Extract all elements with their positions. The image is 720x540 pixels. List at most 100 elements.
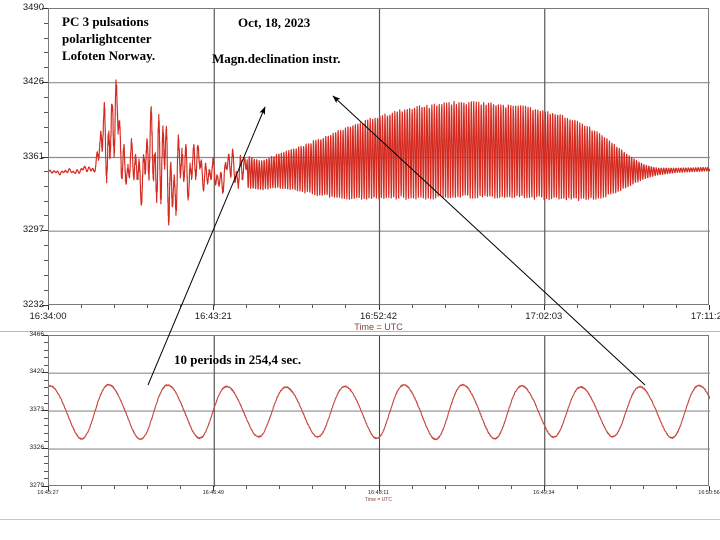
y-minor-tick <box>44 425 48 427</box>
x-minor-tick <box>477 486 479 489</box>
x-minor-tick <box>114 305 116 308</box>
x-major-tick <box>213 305 215 310</box>
x-minor-tick <box>180 486 182 489</box>
y-minor-tick <box>44 275 48 277</box>
annotation-instrument: Magn.declination instr. <box>212 51 341 66</box>
y-minor-tick <box>44 417 48 419</box>
annotation-station-line-1: PC 3 pulsations <box>62 14 149 29</box>
y-minor-tick <box>44 171 48 173</box>
x-minor-tick <box>675 305 677 308</box>
y-major-tick <box>42 8 48 9</box>
x-minor-tick <box>312 486 314 489</box>
x-major-tick <box>378 305 380 310</box>
y-tick-label: 3466 <box>29 331 44 338</box>
x-minor-tick <box>246 486 248 489</box>
y-minor-tick <box>44 141 48 143</box>
y-minor-tick <box>44 387 48 389</box>
x-major-tick <box>378 486 380 491</box>
y-minor-tick <box>44 357 48 359</box>
y-minor-tick <box>44 364 48 366</box>
x-minor-tick <box>411 486 413 489</box>
y-minor-tick <box>44 260 48 262</box>
y-major-tick <box>42 335 48 336</box>
y-minor-tick <box>44 22 48 24</box>
y-minor-tick <box>44 478 48 480</box>
y-minor-tick <box>44 37 48 39</box>
y-minor-tick <box>44 52 48 54</box>
bottom-trace <box>48 383 711 441</box>
x-minor-tick <box>147 486 149 489</box>
y-minor-tick <box>44 402 48 404</box>
y-tick-label: 3426 <box>22 75 44 87</box>
y-minor-tick <box>44 440 48 442</box>
x-minor-tick <box>114 486 116 489</box>
y-minor-tick <box>44 200 48 202</box>
y-major-tick <box>42 81 48 83</box>
x-minor-tick <box>510 486 512 489</box>
annotation-station-title: PC 3 pulsations polarlightcenter Lofoten N… <box>62 13 155 64</box>
x-minor-tick <box>345 305 347 308</box>
y-tick-label: 3232 <box>22 299 44 310</box>
x-minor-tick <box>576 486 578 489</box>
y-minor-tick <box>44 342 48 344</box>
x-minor-tick <box>642 305 644 308</box>
x-minor-tick <box>279 305 281 308</box>
x-tick-label: 16:52:42 <box>360 311 397 322</box>
annotation-station-line-2: polarlightcenter <box>62 31 152 47</box>
x-minor-tick <box>147 305 149 308</box>
y-major-tick <box>42 305 48 306</box>
x-minor-tick <box>411 305 413 308</box>
x-major-tick <box>213 486 215 491</box>
y-major-tick <box>42 486 48 487</box>
y-minor-tick <box>44 470 48 472</box>
y-minor-tick <box>44 215 48 217</box>
annotation-date: Oct, 18, 2023 <box>238 15 311 30</box>
x-minor-tick <box>279 486 281 489</box>
y-tick-label: 3420 <box>29 368 44 376</box>
x-axis-caption: Time = UTC <box>354 322 403 332</box>
top-chart-panel: 3490 3426 3361 3297 3232 16:34:00 16:43:21 16:… <box>0 0 720 332</box>
y-major-tick <box>42 448 48 449</box>
x-axis-caption: Time = UTC <box>365 497 392 503</box>
x-minor-tick <box>180 305 182 308</box>
y-major-tick <box>42 410 48 412</box>
bottom-plot-frame <box>48 335 711 487</box>
y-minor-tick <box>44 290 48 291</box>
x-minor-tick <box>576 305 578 308</box>
y-major-tick <box>42 156 48 158</box>
x-tick-label: 16:46:49 <box>202 490 225 496</box>
x-minor-tick <box>510 305 512 308</box>
y-tick-label: 3361 <box>22 150 44 162</box>
x-tick-label: 16:50:56 <box>698 490 720 496</box>
y-minor-tick <box>44 455 48 457</box>
x-minor-tick <box>609 305 611 308</box>
x-tick-label: 16:45:27 <box>37 490 59 496</box>
bottom-plot-svg <box>48 336 711 487</box>
x-major-tick <box>48 486 49 491</box>
y-minor-tick <box>44 96 48 98</box>
x-tick-label: 17:11:24 <box>690 311 720 322</box>
y-tick-label: 3279 <box>29 482 44 489</box>
x-tick-label: 16:43:21 <box>194 311 232 322</box>
y-minor-tick <box>44 186 48 187</box>
x-tick-label: 16:34:00 <box>29 311 67 322</box>
bottom-chart-panel: 3466 3420 3373 3326 3279 16:45:27 16:46:49 16:… <box>0 331 720 520</box>
y-minor-tick <box>44 463 48 465</box>
y-minor-tick <box>44 126 48 128</box>
y-tick-label: 3326 <box>29 444 44 452</box>
bottom-grid-and-trace <box>48 336 711 487</box>
y-minor-tick <box>44 432 48 434</box>
y-minor-tick <box>44 379 48 381</box>
x-minor-tick <box>81 486 83 489</box>
x-tick-label: 17:02:03 <box>525 311 563 322</box>
x-minor-tick <box>444 486 446 489</box>
y-tick-label: 3297 <box>22 224 44 236</box>
x-minor-tick <box>312 305 314 308</box>
x-tick-label: 16:48:11 <box>367 490 390 496</box>
x-major-tick <box>543 486 545 491</box>
x-minor-tick <box>609 486 611 489</box>
x-tick-label: 16:49:34 <box>533 490 555 496</box>
x-minor-tick <box>246 305 248 308</box>
x-minor-tick <box>675 486 677 489</box>
x-major-tick <box>709 486 710 491</box>
